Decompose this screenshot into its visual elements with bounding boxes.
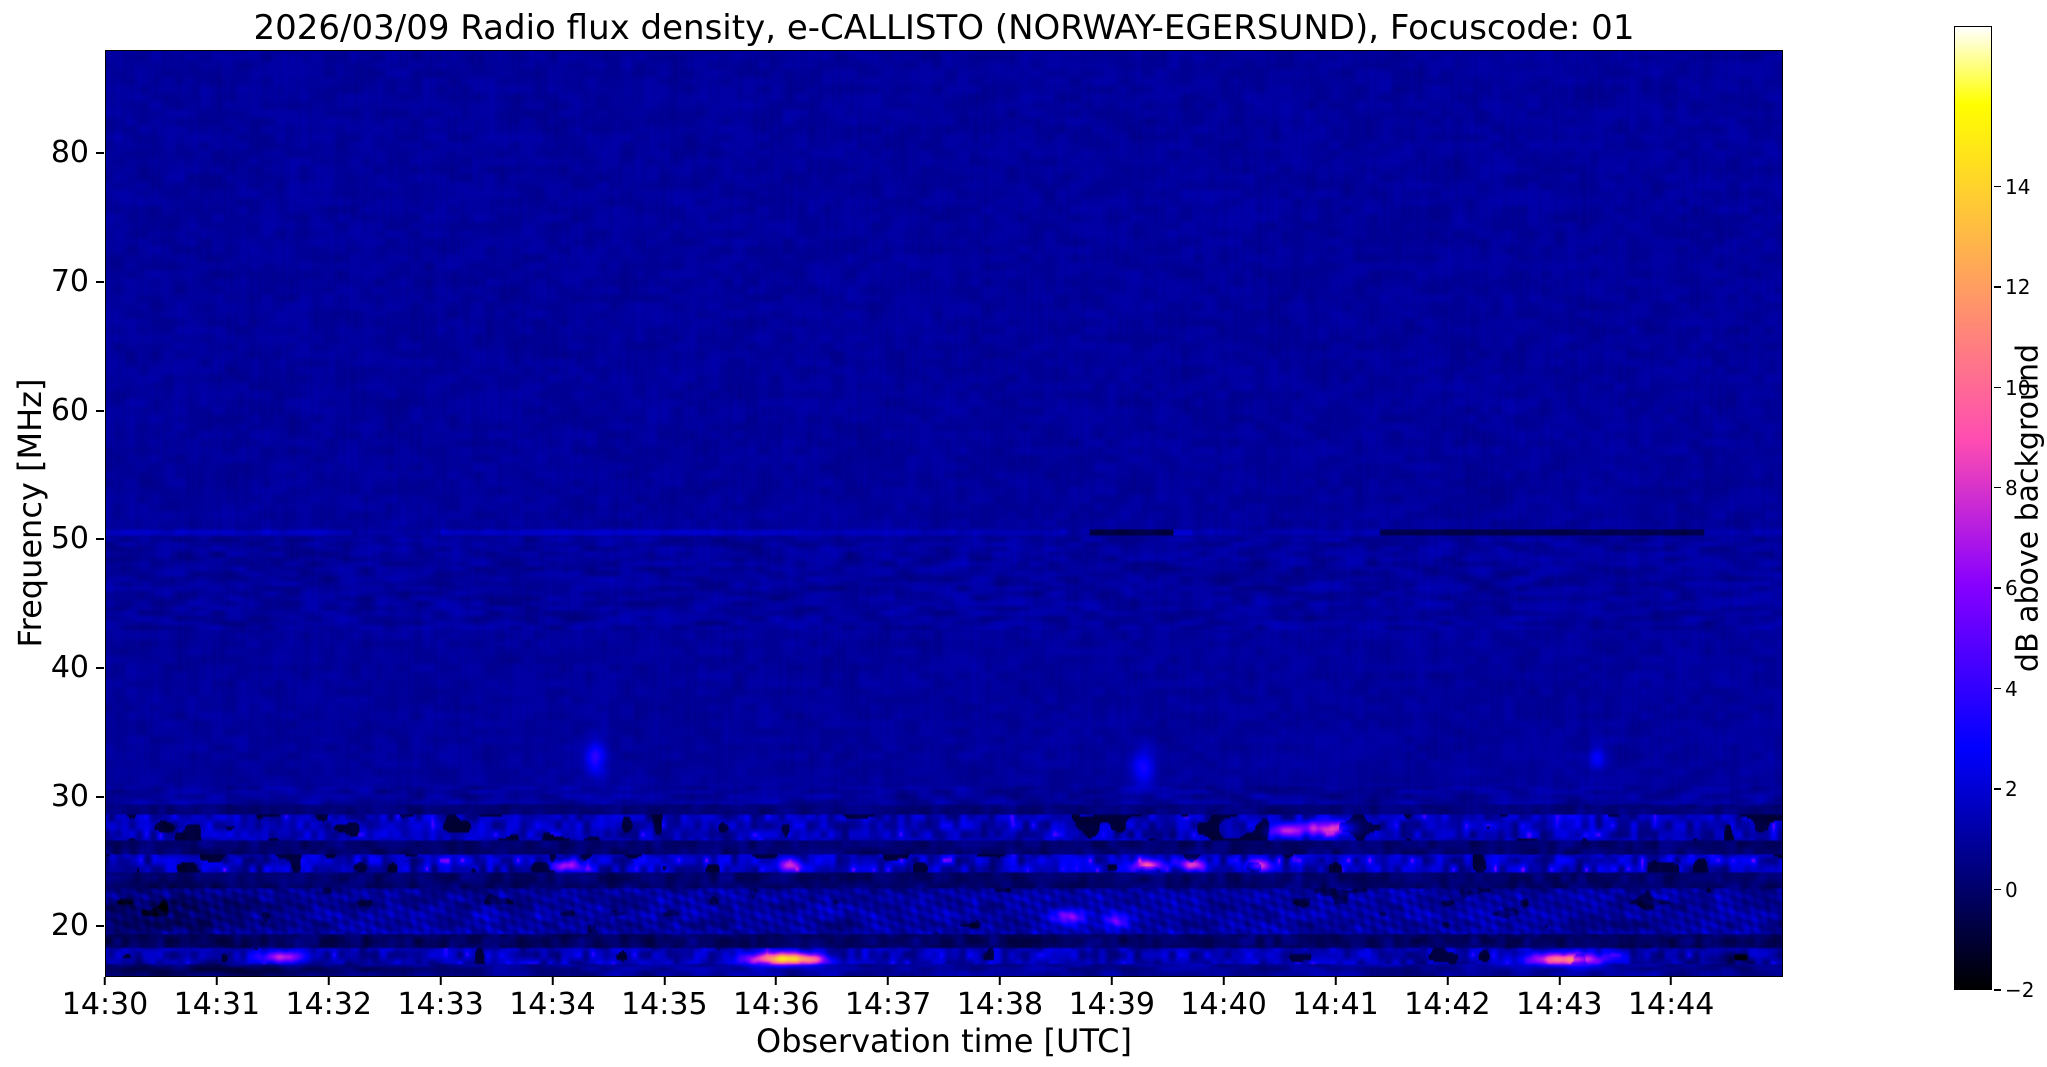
x-tick-mark xyxy=(551,977,554,985)
y-tick-mark xyxy=(96,667,104,669)
colorbar-tick-mark xyxy=(1994,888,2001,891)
colorbar-tick-mark xyxy=(1994,486,2001,489)
y-tick-label: 20 xyxy=(50,907,89,943)
colorbar-tick-mark xyxy=(1994,989,2001,991)
colorbar-tick-label: −2 xyxy=(2005,978,2035,1002)
x-tick-mark xyxy=(1446,977,1449,985)
x-tick-label: 14:30 xyxy=(61,987,149,1022)
y-tick-mark xyxy=(96,280,104,283)
x-tick-mark xyxy=(887,977,890,985)
y-tick-label: 30 xyxy=(50,778,89,814)
x-tick-mark xyxy=(1334,977,1337,985)
y-tick-mark xyxy=(96,924,104,927)
colorbar-gradient xyxy=(1955,27,1991,989)
x-tick: 14:36 xyxy=(733,977,819,1022)
colorbar-tick-label: 4 xyxy=(2005,676,2018,701)
x-tick-label: 14:38 xyxy=(956,987,1044,1022)
colorbar-tick-mark xyxy=(1994,788,2001,790)
x-tick-label: 14:33 xyxy=(397,987,484,1022)
x-tick-label: 14:35 xyxy=(621,987,708,1022)
x-tick-label: 14:39 xyxy=(1068,987,1156,1022)
y-tick-mark xyxy=(96,795,104,798)
x-tick-label: 14:44 xyxy=(1627,987,1715,1022)
x-tick: 14:37 xyxy=(845,977,931,1022)
x-tick-mark xyxy=(215,977,218,985)
y-tick-label: 80 xyxy=(50,135,89,170)
chart-title: 2026/03/09 Radio flux density, e-CALLIST… xyxy=(253,8,1635,48)
x-tick-label: 14:32 xyxy=(285,987,372,1022)
x-tick-label: 14:41 xyxy=(1292,987,1379,1022)
x-tick-mark xyxy=(327,977,330,985)
y-tick-mark xyxy=(96,409,104,412)
x-axis-label: Observation time [UTC] xyxy=(756,1022,1132,1060)
colorbar-tick-label: 12 xyxy=(2005,275,2031,300)
colorbar-tick-mark xyxy=(1994,386,2001,388)
colorbar-tick-label: 14 xyxy=(2005,174,2031,199)
x-tick: 14:44 xyxy=(1628,977,1714,1022)
x-tick-mark xyxy=(998,977,1001,985)
x-tick-mark xyxy=(775,977,778,985)
x-tick: 14:41 xyxy=(1292,977,1379,1022)
x-tick-mark xyxy=(104,977,106,985)
x-tick-label: 14:40 xyxy=(1180,987,1267,1022)
x-tick-label: 14:37 xyxy=(844,987,932,1022)
x-tick: 14:43 xyxy=(1516,977,1603,1022)
x-tick-label: 14:42 xyxy=(1404,987,1491,1022)
y-tick-label: 60 xyxy=(50,392,89,428)
colorbar-tick-label: 2 xyxy=(2005,777,2018,802)
x-tick: 14:39 xyxy=(1069,977,1155,1022)
y-tick-label: 70 xyxy=(50,263,89,299)
y-tick-mark xyxy=(96,152,104,154)
x-tick-label: 14:31 xyxy=(173,987,261,1022)
colorbar-tick-mark xyxy=(1994,286,2001,288)
x-tick-label: 14:36 xyxy=(732,987,820,1022)
colorbar xyxy=(1954,26,1992,990)
x-tick-mark xyxy=(439,977,442,985)
x-tick: 14:30 xyxy=(62,977,148,1022)
x-tick: 14:32 xyxy=(285,977,372,1022)
x-tick-mark xyxy=(1558,977,1561,985)
y-tick-label: 50 xyxy=(50,521,89,557)
y-tick-label: 40 xyxy=(50,650,89,685)
spectrogram-plot-area xyxy=(105,50,1783,977)
x-tick: 14:34 xyxy=(509,977,596,1022)
colorbar-tick-label: 10 xyxy=(2005,375,2031,400)
colorbar-tick-label: 6 xyxy=(2005,576,2018,601)
colorbar-tick-label: 0 xyxy=(2005,877,2018,902)
colorbar-tick-label: 8 xyxy=(2005,475,2018,500)
x-tick: 14:31 xyxy=(174,977,260,1022)
y-tick-mark xyxy=(96,538,104,541)
x-tick: 14:38 xyxy=(957,977,1043,1022)
colorbar-label: dB above background xyxy=(2010,343,2046,673)
x-tick-mark xyxy=(1670,977,1673,985)
x-tick: 14:35 xyxy=(621,977,708,1022)
x-tick: 14:42 xyxy=(1404,977,1491,1022)
x-tick-mark xyxy=(663,977,666,985)
colorbar-tick-mark xyxy=(1994,185,2001,188)
spectrogram-image xyxy=(106,51,1782,976)
x-tick-mark xyxy=(1110,977,1113,985)
x-tick-mark xyxy=(1222,977,1225,985)
x-tick-label: 14:34 xyxy=(509,987,596,1022)
x-tick: 14:33 xyxy=(397,977,484,1022)
colorbar-tick-mark xyxy=(1994,687,2001,690)
x-tick-label: 14:43 xyxy=(1516,987,1603,1022)
x-tick: 14:40 xyxy=(1180,977,1267,1022)
colorbar-tick-mark xyxy=(1994,587,2001,589)
